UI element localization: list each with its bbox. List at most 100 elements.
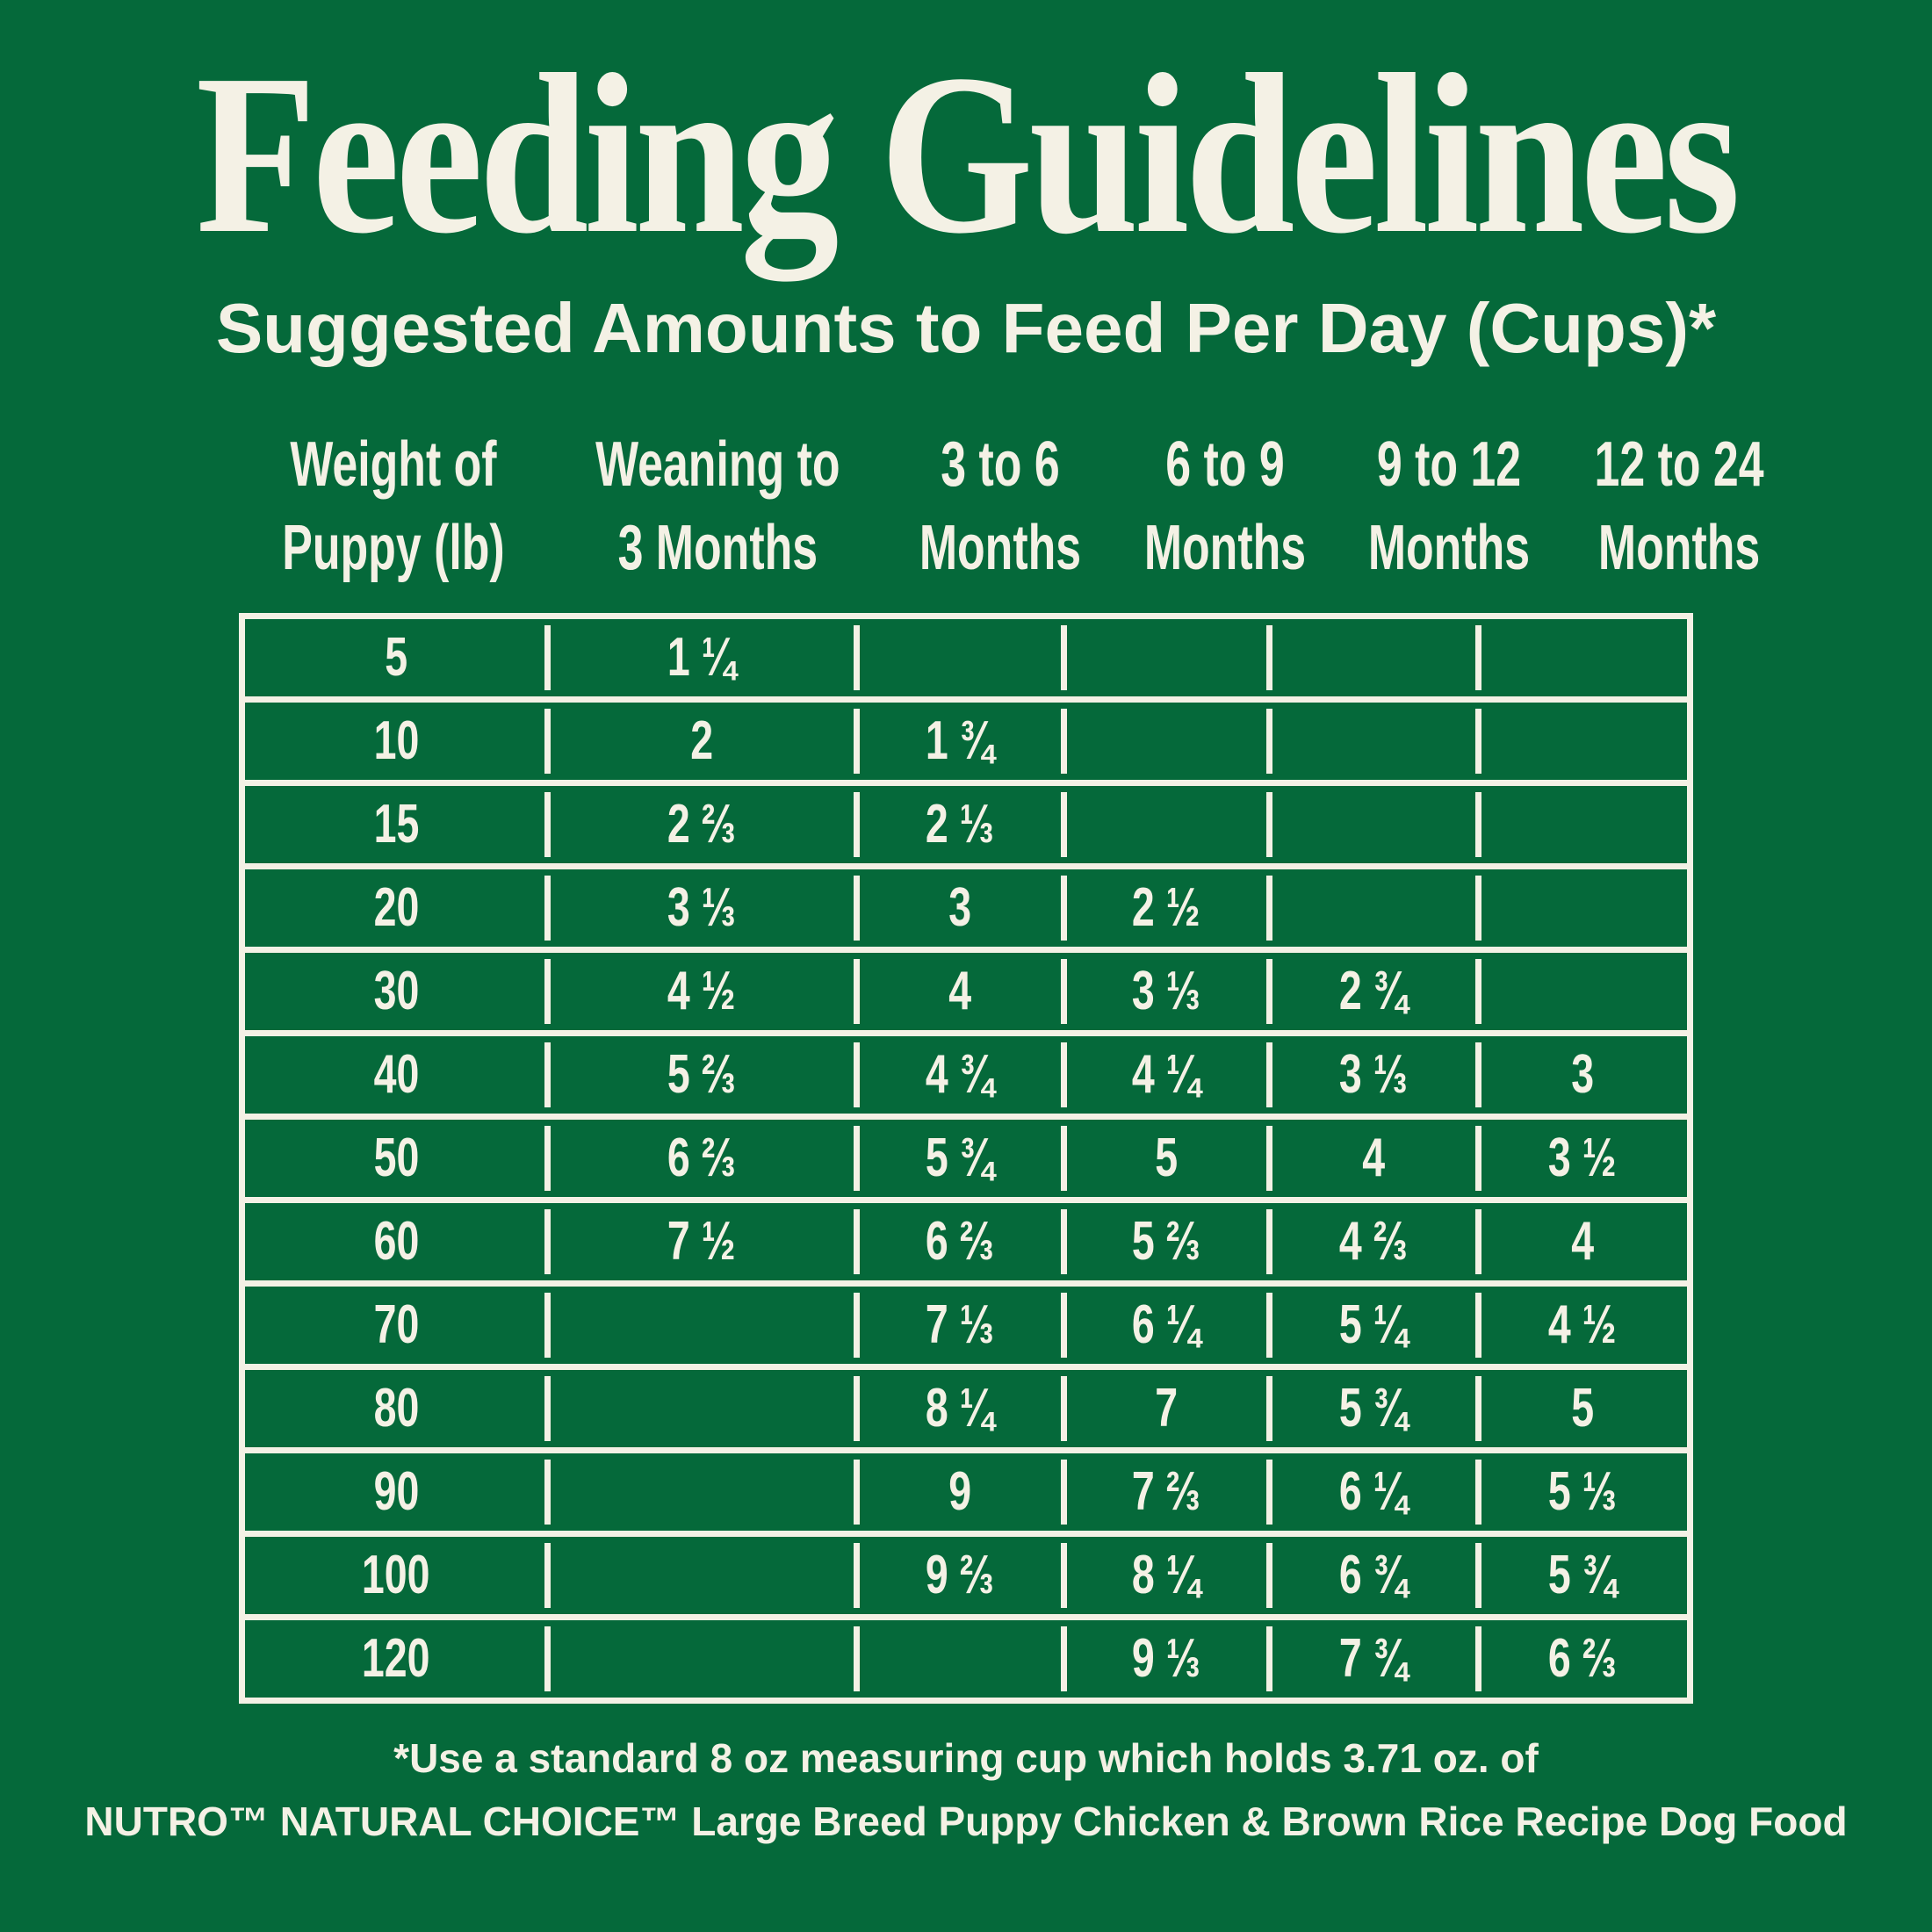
weight-value: 70 <box>373 1294 419 1355</box>
column-header-line: Weaning to <box>595 429 840 500</box>
amount-value: 4 ⅔ <box>1339 1211 1408 1272</box>
amount-cell <box>1474 953 1687 1030</box>
amount-value: 5 ⅔ <box>667 1044 736 1105</box>
weight-value: 10 <box>373 710 419 771</box>
amount-value: 9 ⅔ <box>926 1545 994 1605</box>
column-header-line: 9 to 12 <box>1377 429 1522 500</box>
column-header: 12 to 24 Months <box>1561 423 1797 590</box>
amount-value: 5 ¼ <box>1339 1294 1408 1355</box>
amount-value: 3 ½ <box>1548 1128 1617 1188</box>
amount-cell <box>544 1453 856 1531</box>
amount-cell <box>544 1287 856 1364</box>
amount-cell: 7 <box>1060 1370 1269 1447</box>
amount-cell <box>853 1620 1063 1698</box>
amount-value: 7 ⅓ <box>926 1294 994 1355</box>
amount-cell: 3 <box>853 869 1063 947</box>
amount-cell: 7 ⅔ <box>1060 1453 1269 1531</box>
amount-value: 9 ⅓ <box>1132 1628 1200 1689</box>
amount-cell: 6 ¼ <box>1265 1453 1478 1531</box>
amount-cell: 5 ¼ <box>1265 1287 1478 1364</box>
amount-cell: 9 ⅔ <box>853 1537 1063 1614</box>
amount-value: 7 ½ <box>667 1211 736 1272</box>
column-header-line: 6 to 9 <box>1164 429 1285 500</box>
column-header-line: 3 to 6 <box>940 429 1060 500</box>
footnote: *Use a standard 8 oz measuring cup which… <box>0 1727 1932 1853</box>
weight-value: 60 <box>373 1211 419 1272</box>
amount-cell <box>1265 703 1478 780</box>
amount-cell: 2 ⅓ <box>853 786 1063 863</box>
weight-value: 5 <box>385 627 407 688</box>
weight-value: 90 <box>373 1461 419 1522</box>
page-title: Feeding Guidelines <box>196 25 1741 281</box>
amount-cell: 4 ¾ <box>853 1036 1063 1114</box>
table-row: 120 9 ⅓ 7 ¾ 6 ⅔ <box>245 1613 1687 1698</box>
weight-value: 80 <box>373 1378 419 1438</box>
amount-value: 6 ¼ <box>1132 1294 1200 1355</box>
amount-value: 7 ⅔ <box>1132 1461 1200 1522</box>
table-row: 30 4 ½ 4 3 ⅓ 2 ¾ <box>245 946 1687 1030</box>
amount-cell: 4 <box>1265 1120 1478 1197</box>
amount-value: 3 ⅓ <box>1339 1044 1408 1105</box>
amount-cell: 4 ¼ <box>1060 1036 1269 1114</box>
column-header: 3 to 6 Months <box>888 423 1113 590</box>
amount-value: 4 ½ <box>667 961 736 1021</box>
amount-value: 2 ½ <box>1132 877 1200 938</box>
amount-value: 6 ⅔ <box>926 1211 994 1272</box>
amount-cell <box>853 619 1063 696</box>
amount-value: 5 <box>1155 1128 1178 1188</box>
table-row: 60 7 ½ 6 ⅔ 5 ⅔ 4 ⅔ 4 <box>245 1196 1687 1280</box>
amount-value: 4 ¾ <box>926 1044 994 1105</box>
weight-cell: 80 <box>245 1370 547 1447</box>
amount-value: 5 ¾ <box>1548 1545 1617 1605</box>
amount-cell <box>1060 703 1269 780</box>
amount-value: 2 ⅔ <box>667 794 736 854</box>
footnote-line-2: NUTRO™ NATURAL CHOICE™ Large Breed Puppy… <box>84 1798 1848 1844</box>
amount-value: 5 ¾ <box>926 1128 994 1188</box>
weight-cell: 120 <box>245 1620 547 1698</box>
amount-cell: 4 ⅔ <box>1265 1203 1478 1280</box>
column-header-line: Months <box>1143 512 1306 583</box>
amount-value: 6 ⅔ <box>1548 1628 1617 1689</box>
column-header: 9 to 12 Months <box>1337 423 1561 590</box>
amount-cell: 2 <box>544 703 856 780</box>
weight-cell: 50 <box>245 1120 547 1197</box>
weight-cell: 90 <box>245 1453 547 1531</box>
weight-cell: 100 <box>245 1537 547 1614</box>
amount-cell: 5 ⅔ <box>1060 1203 1269 1280</box>
amount-value: 1 ¼ <box>667 627 736 688</box>
amount-value: 4 <box>1571 1211 1594 1272</box>
amount-value: 7 <box>1155 1378 1178 1438</box>
amount-value: 4 <box>1362 1128 1385 1188</box>
amount-value: 3 ⅓ <box>667 877 736 938</box>
amount-value: 2 <box>690 710 713 771</box>
amount-cell: 6 ⅔ <box>1474 1620 1687 1698</box>
column-header-line: 12 to 24 <box>1594 429 1765 500</box>
amount-cell <box>1474 703 1687 780</box>
amount-cell: 7 ⅓ <box>853 1287 1063 1364</box>
column-header-line: 3 Months <box>617 512 818 583</box>
amount-cell: 4 <box>1474 1203 1687 1280</box>
weight-cell: 15 <box>245 786 547 863</box>
amount-value: 5 ⅓ <box>1548 1461 1617 1522</box>
table-row: 20 3 ⅓ 3 2 ½ <box>245 862 1687 947</box>
amount-cell: 4 ½ <box>1474 1287 1687 1364</box>
amount-cell <box>544 1537 856 1614</box>
weight-cell: 30 <box>245 953 547 1030</box>
column-header-line: Months <box>1368 512 1531 583</box>
amount-cell: 3 ⅓ <box>1060 953 1269 1030</box>
amount-cell: 9 <box>853 1453 1063 1531</box>
amount-value: 4 ½ <box>1548 1294 1617 1355</box>
table-row: 15 2 ⅔ 2 ⅓ <box>245 779 1687 863</box>
amount-value: 4 <box>948 961 971 1021</box>
amount-value: 5 <box>1571 1378 1594 1438</box>
weight-value: 120 <box>362 1628 430 1689</box>
weight-value: 50 <box>373 1128 419 1188</box>
amount-cell: 2 ⅔ <box>544 786 856 863</box>
amount-cell: 6 ¼ <box>1060 1287 1269 1364</box>
amount-value: 2 ⅓ <box>926 794 994 854</box>
amount-value: 6 ¼ <box>1339 1461 1408 1522</box>
table-row: 90 9 7 ⅔ 6 ¼ 5 ⅓ <box>245 1446 1687 1531</box>
amount-cell: 6 ⅔ <box>853 1203 1063 1280</box>
amount-value: 4 ¼ <box>1132 1044 1200 1105</box>
amount-cell <box>544 1370 856 1447</box>
